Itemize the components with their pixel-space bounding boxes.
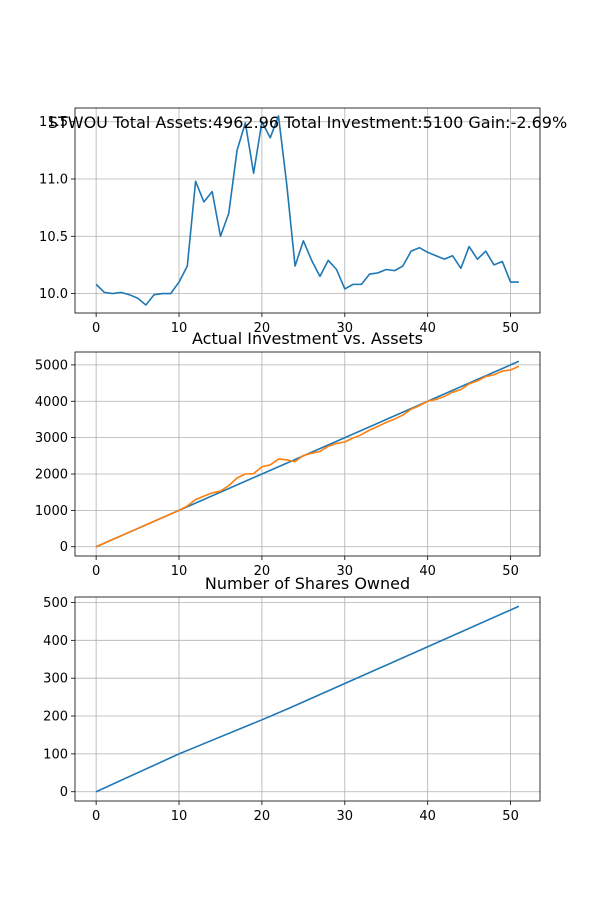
chart-title: Actual Investment vs. Assets bbox=[192, 329, 423, 348]
y-tick-label: 5000 bbox=[35, 358, 68, 373]
y-tick-label: 10.0 bbox=[39, 287, 68, 302]
y-tick-label: 1000 bbox=[35, 504, 68, 519]
x-tick-label: 20 bbox=[254, 564, 271, 579]
x-tick-label: 20 bbox=[254, 321, 271, 336]
x-tick-label: 30 bbox=[337, 321, 354, 336]
y-tick-label: 200 bbox=[43, 710, 68, 725]
y-tick-label: 11.5 bbox=[39, 115, 68, 130]
y-tick-label: 0 bbox=[60, 785, 68, 800]
x-tick-label: 0 bbox=[92, 564, 100, 579]
x-tick-label: 50 bbox=[502, 564, 519, 579]
series-line-2 bbox=[95, 365, 520, 548]
x-tick-label: 10 bbox=[171, 321, 188, 336]
chart-title: Number of Shares Owned bbox=[205, 574, 410, 593]
x-tick-label: 20 bbox=[254, 809, 271, 824]
y-tick-label: 500 bbox=[43, 596, 68, 611]
x-tick-label: 50 bbox=[502, 321, 519, 336]
y-tick-label: 300 bbox=[43, 672, 68, 687]
axes-frame bbox=[74, 351, 541, 557]
y-tick-label: 3000 bbox=[35, 431, 68, 446]
y-tick-label: 2000 bbox=[35, 468, 68, 483]
x-tick-label: 30 bbox=[337, 809, 354, 824]
x-tick-label: 50 bbox=[502, 809, 519, 824]
y-tick-label: 11.0 bbox=[39, 173, 68, 188]
y-tick-label: 10.5 bbox=[39, 230, 68, 245]
series-line-1 bbox=[95, 115, 519, 306]
axes-frame bbox=[74, 596, 541, 802]
x-tick-label: 0 bbox=[92, 809, 100, 824]
y-tick-label: 100 bbox=[43, 747, 68, 762]
y-tick-label: 4000 bbox=[35, 395, 68, 410]
x-tick-label: 40 bbox=[419, 809, 436, 824]
y-tick-label: 400 bbox=[43, 634, 68, 649]
y-tick-label: 0 bbox=[60, 540, 68, 555]
x-tick-label: 30 bbox=[337, 564, 354, 579]
x-tick-label: 10 bbox=[171, 564, 188, 579]
x-tick-label: 10 bbox=[171, 809, 188, 824]
subplot-2: 0 10 20 30 40 50 0 1000 2000 3000 4000 5000 Actual I… bbox=[35, 329, 541, 579]
x-tick-label: 40 bbox=[419, 564, 436, 579]
x-tick-label: 0 bbox=[92, 321, 100, 336]
chart-title: STWOU Total Assets:4962.96 Total Investm… bbox=[48, 113, 567, 132]
axes-frame bbox=[74, 107, 541, 314]
series-line-1 bbox=[95, 605, 520, 793]
x-tick-label: 40 bbox=[419, 321, 436, 336]
